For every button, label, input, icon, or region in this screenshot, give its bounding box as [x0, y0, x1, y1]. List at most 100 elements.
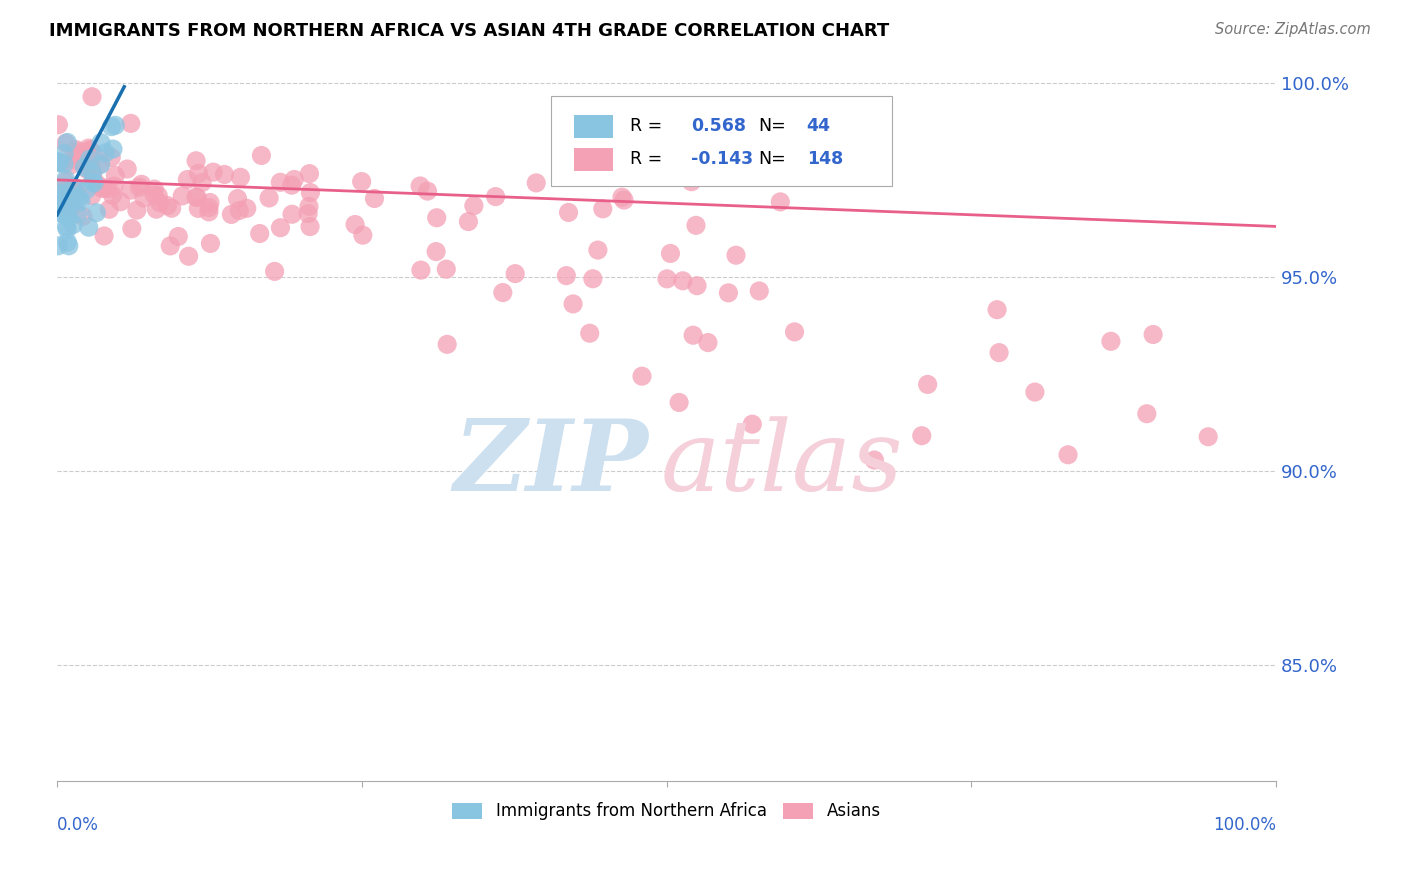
Point	[145, 202, 167, 217]
Point	[49, 206, 72, 220]
Point	[79, 157, 101, 171]
Point	[77, 141, 100, 155]
Point	[986, 302, 1008, 317]
Point	[103, 179, 125, 194]
Point	[55, 200, 77, 214]
Point	[98, 202, 121, 217]
Point	[46, 186, 69, 201]
Point	[48, 186, 70, 200]
Point	[783, 325, 806, 339]
Point	[1142, 327, 1164, 342]
Point	[911, 428, 934, 442]
Point	[56, 235, 79, 249]
Point	[186, 190, 208, 204]
Point	[741, 417, 763, 432]
Point	[484, 189, 506, 203]
Point	[214, 168, 236, 182]
Point	[65, 182, 87, 196]
Point	[557, 205, 579, 219]
Point	[172, 189, 194, 203]
Point	[298, 199, 321, 213]
Point	[55, 201, 77, 215]
Text: 44: 44	[807, 117, 831, 135]
Point	[149, 195, 172, 210]
Point	[457, 214, 479, 228]
Point	[631, 369, 654, 384]
Point	[257, 191, 280, 205]
Point	[51, 188, 73, 202]
Point	[167, 229, 190, 244]
Point	[49, 201, 72, 215]
Point	[104, 169, 127, 183]
Point	[769, 194, 792, 209]
Point	[344, 218, 367, 232]
Point	[492, 285, 515, 300]
Point	[82, 166, 104, 180]
Text: Source: ZipAtlas.com: Source: ZipAtlas.com	[1215, 22, 1371, 37]
Point	[748, 284, 770, 298]
Point	[58, 239, 80, 253]
Point	[686, 278, 709, 293]
Point	[1057, 448, 1080, 462]
Point	[586, 243, 609, 257]
Point	[56, 136, 79, 150]
Point	[988, 345, 1011, 359]
Point	[177, 249, 200, 263]
Point	[100, 151, 122, 165]
Point	[228, 203, 250, 218]
Point	[198, 201, 221, 215]
Point	[53, 186, 76, 200]
Point	[72, 210, 94, 224]
Point	[55, 172, 77, 186]
Point	[63, 147, 86, 161]
Point	[101, 142, 124, 156]
Point	[917, 377, 939, 392]
Point	[46, 239, 69, 253]
Text: N=: N=	[758, 117, 786, 135]
Point	[160, 201, 183, 215]
Point	[82, 146, 104, 161]
Point	[62, 218, 84, 232]
Point	[283, 172, 305, 186]
Point	[67, 191, 90, 205]
Point	[55, 180, 77, 194]
Point	[143, 187, 166, 202]
Point	[49, 205, 72, 219]
Point	[280, 178, 302, 193]
Point	[352, 228, 374, 243]
Text: -0.143: -0.143	[690, 150, 754, 168]
Point	[198, 195, 221, 210]
Point	[70, 194, 93, 209]
Point	[83, 176, 105, 190]
Point	[249, 227, 271, 241]
Point	[184, 190, 207, 204]
Point	[48, 118, 70, 132]
Point	[94, 145, 117, 160]
Point	[697, 335, 720, 350]
Point	[55, 175, 77, 189]
Point	[578, 326, 600, 341]
Point	[524, 176, 547, 190]
Point	[1099, 334, 1122, 349]
Point	[110, 194, 132, 209]
Point	[76, 162, 98, 177]
Point	[120, 183, 142, 197]
Point	[55, 136, 77, 151]
Point	[281, 207, 304, 221]
Point	[94, 181, 117, 195]
Point	[79, 143, 101, 157]
Point	[672, 274, 695, 288]
Point	[73, 158, 96, 172]
Point	[46, 193, 69, 207]
Point	[59, 192, 82, 206]
Point	[425, 244, 447, 259]
Point	[426, 211, 449, 225]
Point	[350, 175, 373, 189]
Point	[100, 120, 122, 134]
Point	[56, 201, 79, 215]
Point	[79, 143, 101, 157]
Point	[434, 262, 457, 277]
Point	[131, 178, 153, 192]
Point	[79, 152, 101, 166]
Point	[226, 192, 249, 206]
